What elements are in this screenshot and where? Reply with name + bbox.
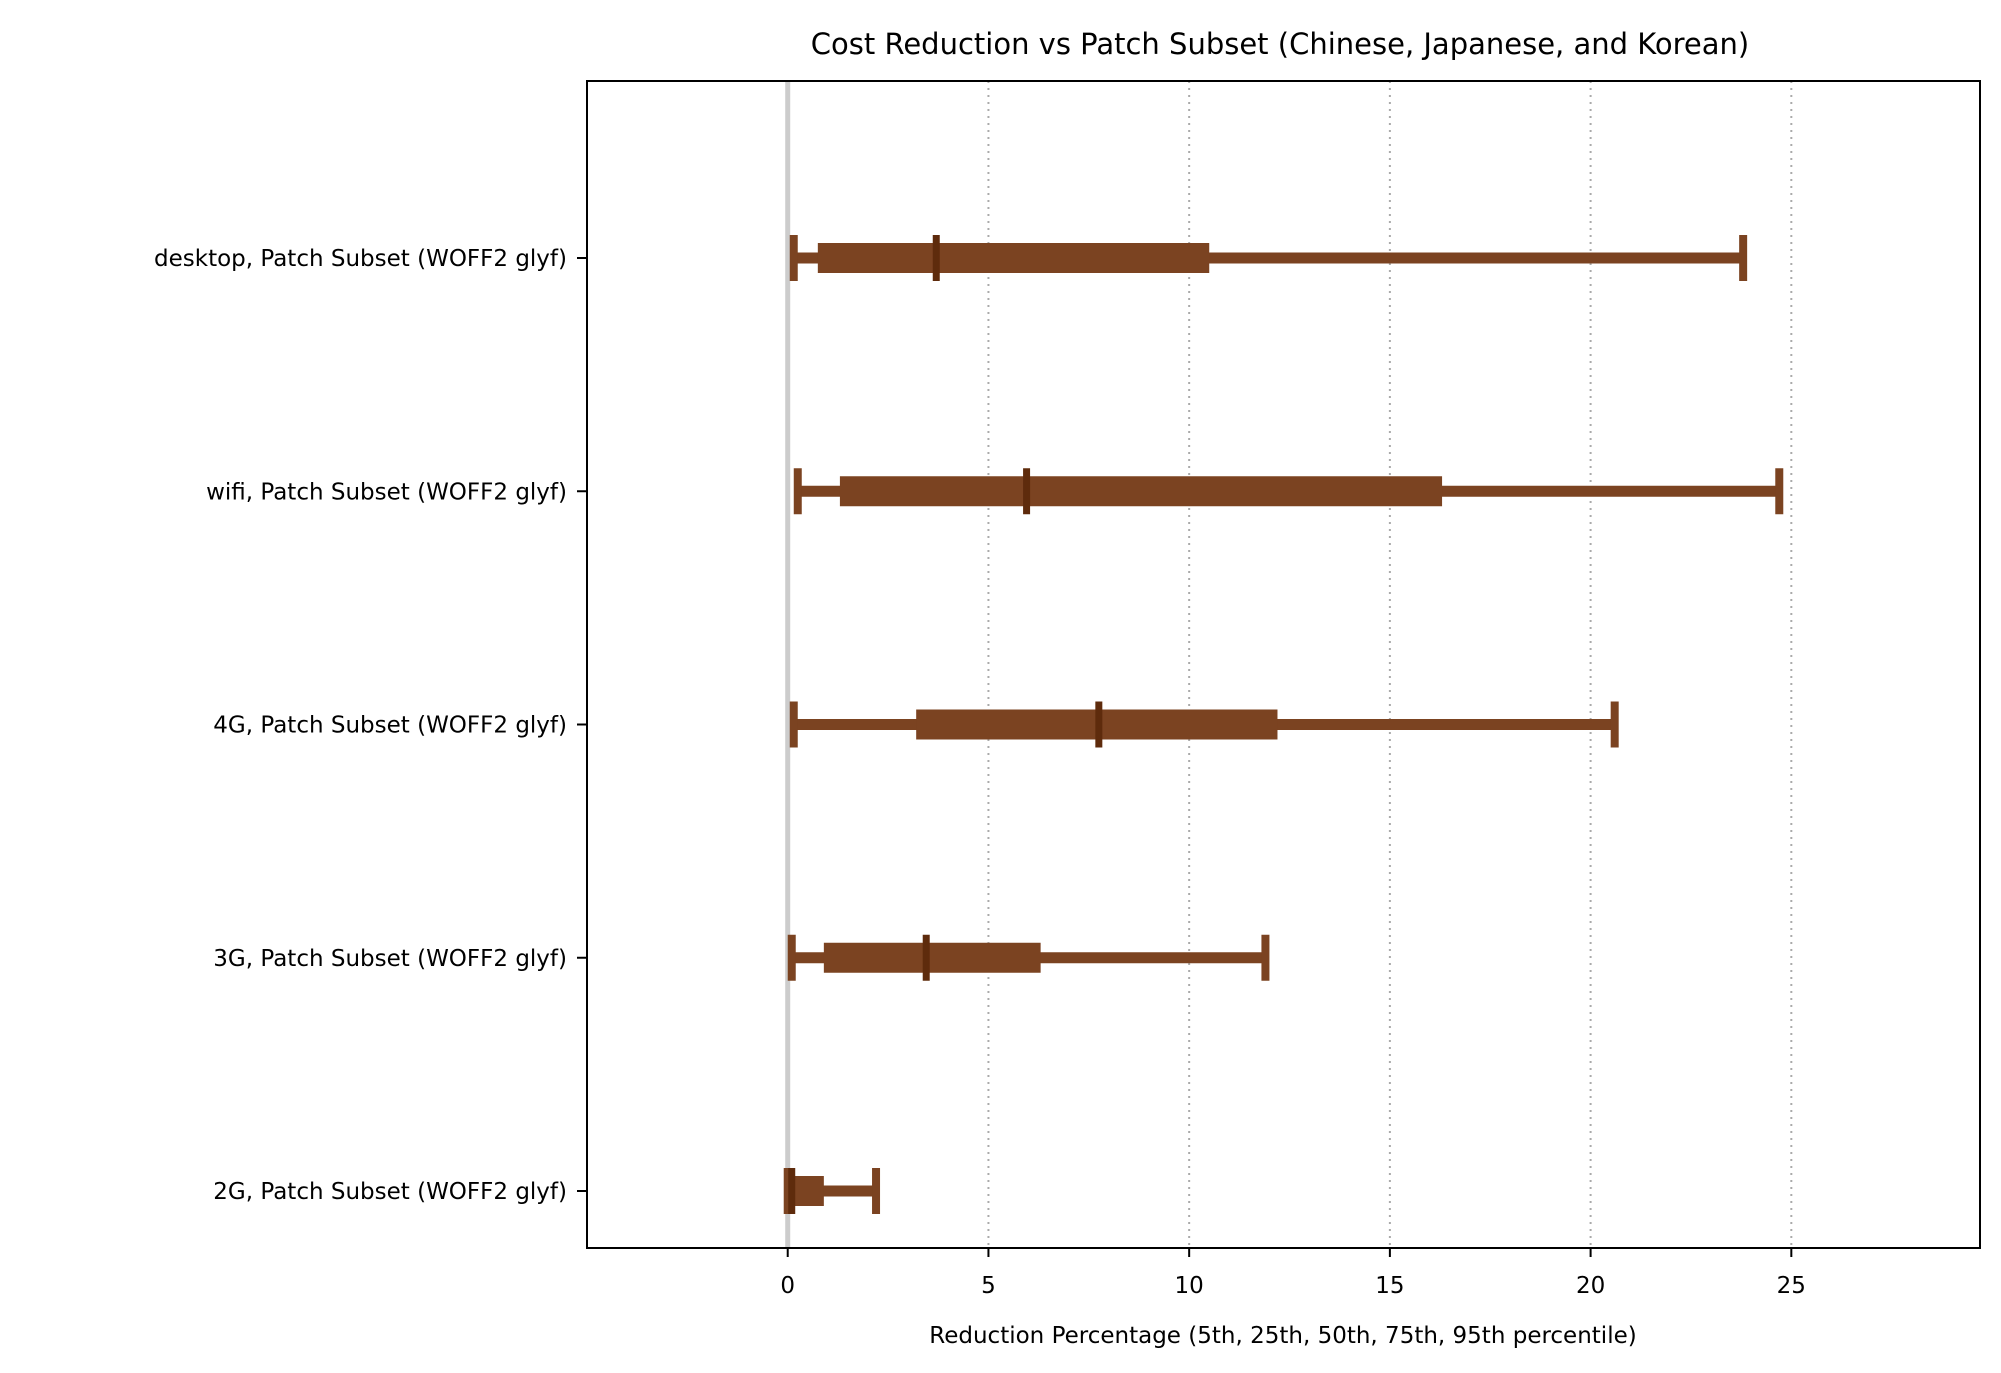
interquartile-box bbox=[839, 476, 1443, 507]
x-tick-label: 20 bbox=[1576, 1273, 1605, 1299]
box-group bbox=[787, 934, 1270, 981]
interquartile-box bbox=[817, 243, 1210, 273]
x-tick-label: 15 bbox=[1375, 1273, 1404, 1299]
interquartile-box bbox=[789, 1176, 824, 1206]
y-tick-label: 4G, Patch Subset (WOFF2 glyf) bbox=[213, 713, 567, 739]
x-tick-label: 5 bbox=[981, 1273, 996, 1299]
boxes bbox=[783, 235, 1784, 1214]
x-tick-label: 0 bbox=[780, 1273, 795, 1299]
box-group bbox=[793, 468, 1784, 515]
x-tick-label: 25 bbox=[1777, 1273, 1806, 1299]
box-group bbox=[783, 1168, 881, 1214]
interquartile-box bbox=[823, 942, 1041, 973]
y-tick-label: 2G, Patch Subset (WOFF2 glyf) bbox=[213, 1179, 567, 1205]
x-axis-label: Reduction Percentage (5th, 25th, 50th, 7… bbox=[929, 1323, 1636, 1349]
x-axis-ticks: 0 5 10 15 20 25 bbox=[780, 1248, 1806, 1299]
box-group bbox=[789, 235, 1748, 281]
plot-area-frame bbox=[586, 80, 1981, 1249]
x-tick-label: 10 bbox=[1175, 1273, 1204, 1299]
y-tick-label: wifi, Patch Subset (WOFF2 glyf) bbox=[206, 479, 567, 505]
box-group bbox=[789, 701, 1619, 748]
chart-title: Cost Reduction vs Patch Subset (Chinese,… bbox=[811, 27, 1749, 61]
y-tick-label: 3G, Patch Subset (WOFF2 glyf) bbox=[213, 946, 567, 972]
y-axis-ticks: desktop, Patch Subset (WOFF2 glyf) wifi, … bbox=[154, 246, 587, 1205]
y-tick-label: desktop, Patch Subset (WOFF2 glyf) bbox=[154, 246, 567, 272]
